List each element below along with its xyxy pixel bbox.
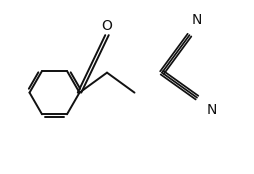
- Text: N: N: [207, 103, 217, 117]
- Text: N: N: [192, 13, 202, 27]
- Text: O: O: [102, 19, 113, 33]
